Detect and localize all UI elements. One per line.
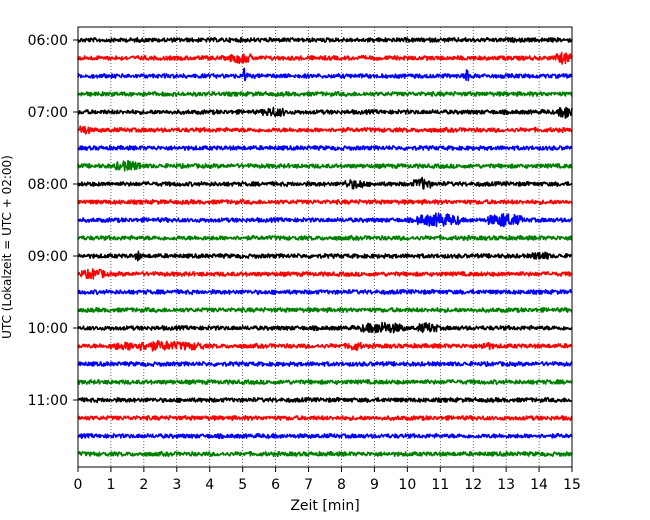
x-tick-label: 14 xyxy=(530,477,548,493)
trace-10-45 xyxy=(77,378,573,386)
trace-07-30 xyxy=(77,144,573,152)
trace-11-15 xyxy=(77,414,573,422)
trace-08-00 xyxy=(77,176,573,190)
trace-10-00 xyxy=(77,321,573,334)
x-tick-label: 13 xyxy=(497,477,515,493)
trace-10-30 xyxy=(77,360,573,368)
y-tick-label: 06:00 xyxy=(28,33,68,49)
trace-06-00 xyxy=(77,36,573,44)
trace-09-45 xyxy=(77,306,573,314)
trace-09-00 xyxy=(77,250,573,262)
x-tick-label: 8 xyxy=(337,477,346,493)
trace-08-30 xyxy=(77,212,573,228)
x-axis-ticks: 0 1 2 3 4 5 6 7 8 9 10 11 12 13 14 15 xyxy=(74,467,581,493)
x-tick-label: 12 xyxy=(464,477,482,493)
trace-11-30 xyxy=(77,432,573,440)
y-tick-label: 11:00 xyxy=(28,393,68,409)
trace-07-15 xyxy=(77,125,573,135)
x-tick-label: 1 xyxy=(106,477,115,493)
trace-06-45 xyxy=(77,90,573,98)
x-tick-label: 9 xyxy=(370,477,379,493)
x-tick-label: 6 xyxy=(271,477,280,493)
trace-07-45 xyxy=(77,159,573,172)
y-axis-ticks: 06:00 07:00 08:00 09:00 10:00 11:00 xyxy=(28,33,78,409)
trace-06-30 xyxy=(77,67,573,82)
x-tick-label: 4 xyxy=(205,477,214,493)
x-tick-label: 7 xyxy=(304,477,313,493)
plot-frame xyxy=(77,26,573,468)
x-tick-label: 0 xyxy=(74,477,83,493)
trace-11-00 xyxy=(77,396,573,404)
x-axis-title: Zeit [min] xyxy=(290,498,359,514)
trace-10-15 xyxy=(77,340,573,352)
trace-11-45 xyxy=(77,450,573,458)
x-tick-label: 5 xyxy=(238,477,247,493)
trace-07-00 xyxy=(77,106,573,119)
y-tick-label: 07:00 xyxy=(28,105,68,121)
trace-09-30 xyxy=(77,288,573,296)
trace-layer xyxy=(77,36,573,458)
x-tick-label: 10 xyxy=(398,477,416,493)
x-tick-label: 2 xyxy=(139,477,148,493)
y-tick-label: 08:00 xyxy=(28,177,68,193)
trace-08-45 xyxy=(77,234,573,242)
trace-09-15 xyxy=(77,268,573,280)
x-tick-label: 11 xyxy=(431,477,449,493)
x-tick-label: 15 xyxy=(563,477,581,493)
grid-layer xyxy=(110,27,540,467)
y-axis-title: UTC (Lokalzeit = UTC + 02:00) xyxy=(0,155,14,339)
y-tick-label: 10:00 xyxy=(28,321,68,337)
x-tick-label: 3 xyxy=(172,477,181,493)
trace-08-15 xyxy=(77,198,573,206)
y-tick-label: 09:00 xyxy=(28,249,68,265)
trace-06-15 xyxy=(77,51,573,65)
